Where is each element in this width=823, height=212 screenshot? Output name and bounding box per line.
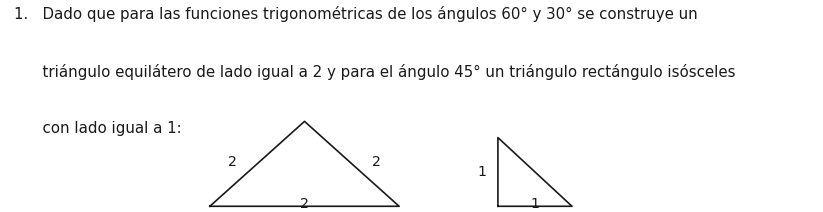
Text: 1.   Dado que para las funciones trigonométricas de los ángulos 60° y 30° se con: 1. Dado que para las funciones trigonomé… <box>14 6 698 22</box>
Text: 1: 1 <box>477 165 486 179</box>
Text: 2: 2 <box>228 155 237 169</box>
Text: 2: 2 <box>300 197 309 211</box>
Text: 2: 2 <box>372 155 381 169</box>
Text: triángulo equilátero de lado igual a 2 y para el ángulo 45° un triángulo rectáng: triángulo equilátero de lado igual a 2 y… <box>14 64 736 80</box>
Text: con lado igual a 1:: con lado igual a 1: <box>14 121 182 136</box>
Text: 1: 1 <box>531 197 539 211</box>
